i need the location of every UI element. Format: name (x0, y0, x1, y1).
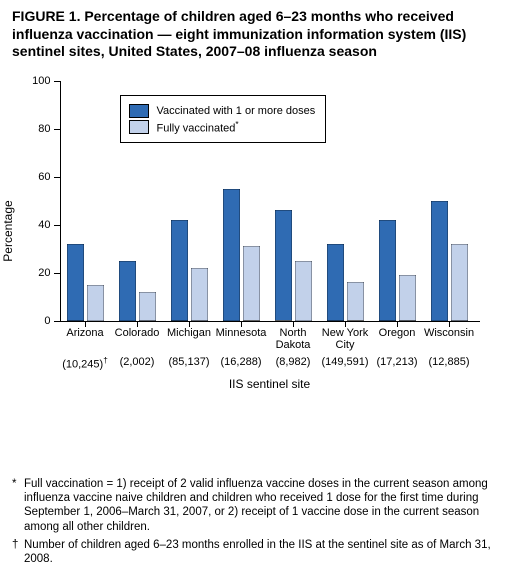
bar-one_or_more (431, 201, 448, 321)
x-n-label: (2,002) (120, 356, 155, 368)
x-category-label: Wisconsin (424, 327, 474, 339)
footnote: *Full vaccination = 1) receipt of 2 vali… (12, 477, 499, 535)
legend-row: Fully vaccinated* (129, 120, 316, 135)
legend-label: Fully vaccinated* (157, 120, 239, 135)
bar-fully (399, 275, 416, 321)
plot-area: Vaccinated with 1 or more doses Fully vac… (60, 81, 480, 322)
x-n-label: (10,245)† (62, 356, 108, 371)
bar-one_or_more (327, 244, 344, 321)
y-tick-label: 40 (38, 219, 50, 231)
y-tick-label: 0 (44, 315, 50, 327)
bar-fully (295, 261, 312, 321)
bar-one_or_more (379, 220, 396, 321)
figure-container: FIGURE 1. Percentage of children aged 6–… (0, 0, 511, 579)
y-tick (54, 177, 60, 178)
bar-one_or_more (171, 220, 188, 321)
dagger-symbol: † (103, 356, 108, 365)
x-category-label: New York City (322, 327, 368, 351)
y-tick (54, 81, 60, 82)
y-tick-label: 60 (38, 171, 50, 183)
x-n-label: (8,982) (276, 356, 311, 368)
legend: Vaccinated with 1 or more doses Fully vac… (120, 95, 327, 144)
y-tick (54, 273, 60, 274)
bar-one_or_more (119, 261, 136, 321)
x-category-label: North Dakota (276, 327, 311, 351)
footnote-text: Full vaccination = 1) receipt of 2 valid… (24, 477, 499, 535)
y-tick-label: 80 (38, 123, 50, 135)
bar-fully (87, 285, 104, 321)
bar-fully (451, 244, 468, 321)
bar-fully (347, 282, 364, 320)
asterisk-symbol: * (235, 120, 238, 129)
bar-one_or_more (67, 244, 84, 321)
bar-fully (191, 268, 208, 321)
footnote-symbol: † (12, 538, 24, 567)
y-axis-line (60, 81, 61, 321)
x-n-label: (149,591) (321, 356, 368, 368)
x-n-label: (85,137) (169, 356, 210, 368)
bar-one_or_more (275, 210, 292, 320)
legend-swatch (129, 104, 149, 118)
chart-frame: Percentage Vaccinated with 1 or more dos… (16, 71, 496, 391)
footnotes: *Full vaccination = 1) receipt of 2 vali… (12, 477, 499, 567)
footnote-text: Number of children aged 6–23 months enro… (24, 538, 499, 567)
x-category-label: Minnesota (216, 327, 267, 339)
legend-row: Vaccinated with 1 or more doses (129, 104, 316, 118)
y-axis-label: Percentage (1, 200, 15, 261)
legend-label: Vaccinated with 1 or more doses (157, 105, 316, 117)
figure-title: FIGURE 1. Percentage of children aged 6–… (12, 8, 499, 61)
x-category-label: Colorado (115, 327, 160, 339)
x-category-label: Oregon (379, 327, 416, 339)
footnote-symbol: * (12, 477, 24, 535)
x-category-label: Michigan (167, 327, 211, 339)
y-tick (54, 225, 60, 226)
x-axis-title: IIS sentinel site (229, 377, 310, 391)
bar-fully (243, 246, 260, 320)
x-n-label: (16,288) (221, 356, 262, 368)
bar-fully (139, 292, 156, 321)
x-category-label: Arizona (66, 327, 103, 339)
legend-swatch (129, 120, 149, 134)
footnote: †Number of children aged 6–23 months enr… (12, 538, 499, 567)
y-tick-label: 20 (38, 267, 50, 279)
x-n-label: (12,885) (429, 356, 470, 368)
y-tick-label: 100 (32, 75, 50, 87)
y-tick (54, 321, 60, 322)
y-tick (54, 129, 60, 130)
bar-one_or_more (223, 189, 240, 321)
x-n-label: (17,213) (377, 356, 418, 368)
